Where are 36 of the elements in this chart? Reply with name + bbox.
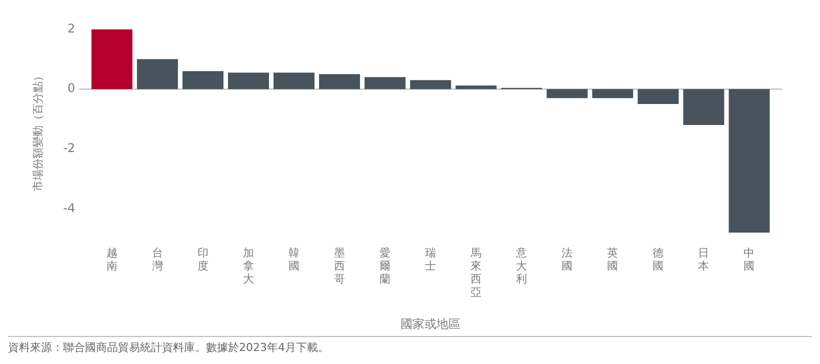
x-tick-label: 墨西哥 <box>334 246 346 286</box>
y-axis-title: 市場份額變動（百分點） <box>31 70 44 192</box>
bar <box>683 89 724 126</box>
x-axis-title: 國家或地區 <box>400 316 461 331</box>
bar <box>319 74 360 90</box>
x-tick-label: 印度 <box>197 246 208 272</box>
bar <box>182 71 224 90</box>
bar <box>546 89 588 98</box>
bar <box>456 85 497 90</box>
x-tick-label: 馬來西亞 <box>470 246 482 299</box>
y-tick-label: 2 <box>68 21 76 36</box>
source-note: 資料來源：聯合國商品貿易統計資料庫。數據於2023年4月下載。 <box>8 340 330 355</box>
x-tick-label: 越南 <box>106 246 118 272</box>
x-tick-label: 台灣 <box>152 246 163 272</box>
bar <box>592 89 634 98</box>
bar <box>728 89 770 233</box>
y-tick-label: 0 <box>68 81 76 96</box>
x-tick-label: 愛爾蘭 <box>380 246 391 286</box>
bar <box>364 77 406 90</box>
y-tick-label: -2 <box>63 141 76 156</box>
x-tick-label: 瑞士 <box>425 246 436 272</box>
x-tick-label: 英國 <box>607 246 618 272</box>
x-tick-label: 法國 <box>562 246 573 272</box>
x-tick-label: 韓國 <box>288 246 300 272</box>
bar <box>228 72 269 90</box>
x-tick-label: 日本 <box>698 246 710 272</box>
bar <box>274 72 314 90</box>
x-tick-label: 德國 <box>652 246 664 272</box>
x-tick-label: 意大利 <box>515 246 528 286</box>
bar <box>638 89 679 104</box>
x-tick-label: 加拿大 <box>242 246 254 286</box>
bar <box>91 29 132 90</box>
y-tick-label: -4 <box>63 200 76 215</box>
bar <box>410 80 452 90</box>
bar <box>136 59 178 90</box>
x-tick-label: 中國 <box>744 246 755 272</box>
